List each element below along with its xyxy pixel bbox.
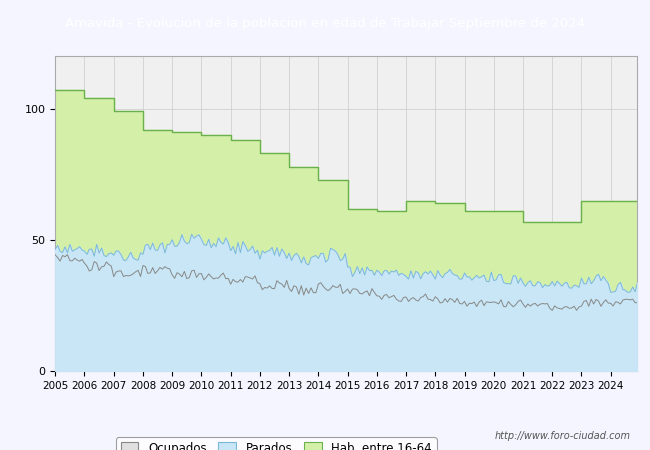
Legend: Ocupados, Parados, Hab. entre 16-64: Ocupados, Parados, Hab. entre 16-64 [116, 437, 437, 450]
Text: http://www.foro-ciudad.com: http://www.foro-ciudad.com [495, 431, 630, 441]
Text: Amavida - Evolucion de la poblacion en edad de Trabajar Septiembre de 2024: Amavida - Evolucion de la poblacion en e… [65, 17, 585, 30]
